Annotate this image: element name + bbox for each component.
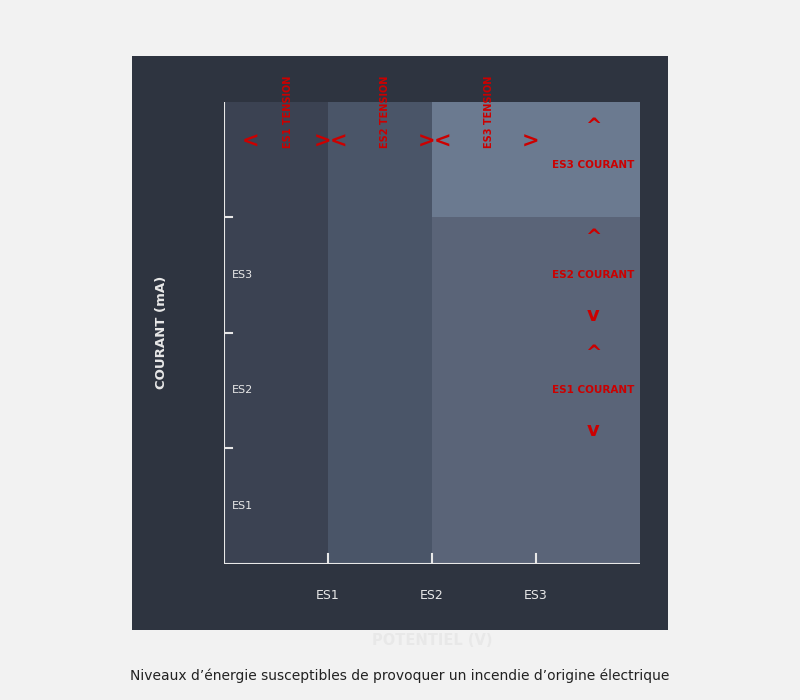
Text: ES1: ES1 (232, 500, 254, 511)
Text: v: v (587, 421, 599, 440)
Text: ES3 COURANT: ES3 COURANT (552, 160, 634, 170)
Bar (432, 102, 640, 564)
Text: ES3 TENSION: ES3 TENSION (484, 76, 494, 148)
Bar (328, 102, 432, 564)
Text: POTENTIEL (V): POTENTIEL (V) (372, 633, 492, 648)
Text: ES3: ES3 (524, 589, 548, 602)
Text: ES2 COURANT: ES2 COURANT (552, 270, 634, 280)
Text: >: > (418, 132, 435, 152)
Text: Niveaux d’énergie susceptibles de provoquer un incendie d’origine électrique: Niveaux d’énergie susceptibles de provoq… (130, 668, 670, 682)
Text: ES1: ES1 (316, 589, 340, 602)
Text: ^: ^ (585, 228, 602, 247)
Text: >: > (314, 132, 331, 152)
Text: ^: ^ (585, 118, 602, 136)
Text: ES1 COURANT: ES1 COURANT (552, 385, 634, 396)
Text: ES3: ES3 (232, 270, 254, 280)
Text: v: v (587, 306, 599, 325)
Text: <: < (434, 132, 451, 152)
Text: ES2: ES2 (232, 385, 254, 396)
Text: ES2: ES2 (420, 589, 444, 602)
Text: ES2 TENSION: ES2 TENSION (380, 76, 390, 148)
Text: <: < (330, 132, 347, 152)
Text: <: < (242, 132, 258, 152)
Text: ^: ^ (585, 344, 602, 363)
Text: ES1 TENSION: ES1 TENSION (283, 76, 294, 148)
Text: COURANT (mA): COURANT (mA) (155, 276, 168, 389)
Bar (432, 102, 640, 217)
Text: >: > (522, 132, 539, 152)
